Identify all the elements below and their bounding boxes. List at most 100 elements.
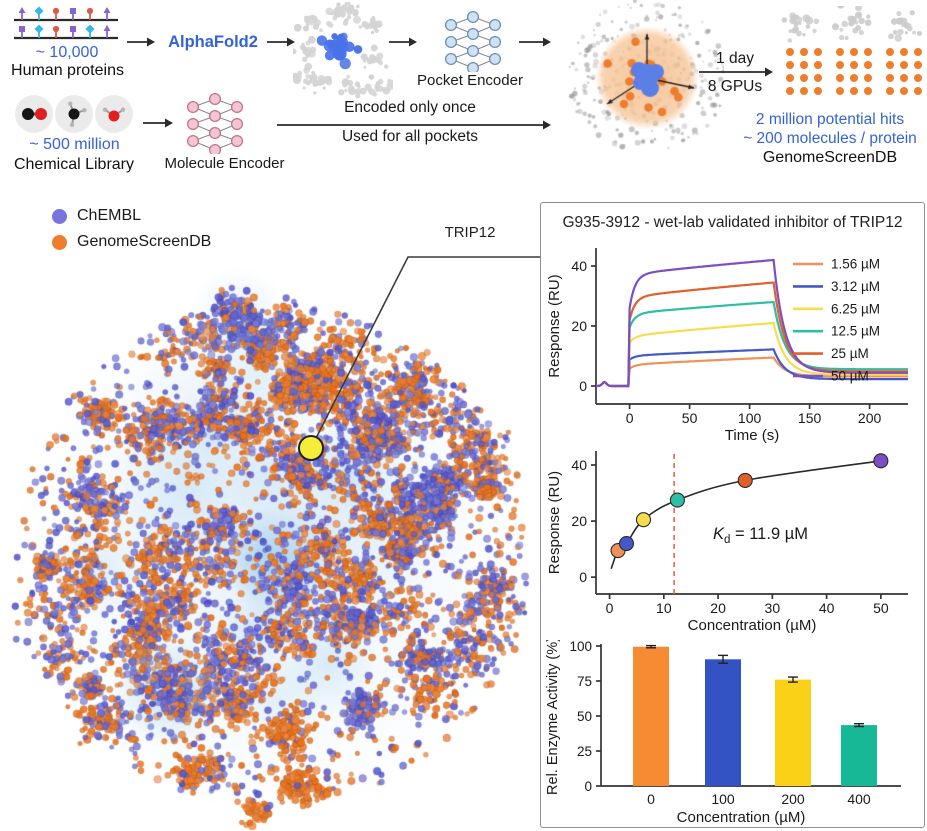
- legend-label: ChEMBL: [77, 207, 142, 224]
- encoded-note-line1: Encoded only once: [344, 99, 476, 116]
- flow-arrow: [389, 37, 417, 47]
- hit-dot-icon: [836, 48, 844, 56]
- enzyme-activity-chart: 0 25 50 75 100 0 100 200 400 Concentration (µM) Re…: [545, 640, 901, 826]
- hit-dot-icon: [886, 61, 894, 69]
- spr-legend-label: 6.25 µM: [831, 301, 880, 316]
- runtime-days: 1 day: [716, 50, 754, 67]
- spr-legend-label: 3.12 µM: [831, 279, 880, 294]
- spr-curve: [596, 281, 908, 388]
- legend-item-chembl: ChEMBL: [52, 203, 211, 229]
- legend-label: GenomeScreenDB: [77, 233, 212, 250]
- svg-text:10: 10: [656, 600, 672, 616]
- encoded-arrow: [277, 120, 551, 130]
- spr-curve: [596, 356, 908, 388]
- hit-dot-icon: [786, 74, 794, 82]
- hit-dot-icon: [914, 48, 922, 56]
- kd-annotation: Kd = 11.9 µM: [713, 525, 808, 546]
- svg-text:20: 20: [571, 318, 587, 334]
- hit-dot-icon: [900, 74, 908, 82]
- spr-sensorgram-chart: 0 50 100 150 200 0 20 40 Time (s) Response (RU) 1.…: [546, 248, 908, 443]
- tsne-legend: ChEMBL GenomeScreenDB: [52, 203, 211, 255]
- hit-dot-icon: [900, 48, 908, 56]
- pocket-encoder-label: Pocket Encoder: [417, 72, 523, 89]
- wetlab-panel: G935-3912 - wet-lab validated inhibitor …: [540, 202, 925, 828]
- legend-item-genomescreendb: GenomeScreenDB: [52, 229, 211, 255]
- hit-dot-icon: [886, 74, 894, 82]
- spr-legend-label: 1.56 µM: [831, 257, 880, 272]
- svg-text:200: 200: [781, 791, 805, 807]
- svg-text:50: 50: [873, 600, 889, 616]
- hit-dot-icon: [814, 74, 822, 82]
- hit-dot-icon: [786, 48, 794, 56]
- svg-text:0: 0: [584, 779, 592, 794]
- trip12-highlight-point: [298, 435, 324, 461]
- svg-text:20: 20: [710, 600, 726, 616]
- activity-bar: [705, 659, 741, 786]
- hit-dot-icon: [914, 61, 922, 69]
- hit-dot-icon: [886, 87, 894, 95]
- tsne-scatter-canvas: [0, 255, 540, 831]
- binding-point: [737, 472, 753, 488]
- svg-text:50: 50: [577, 709, 592, 724]
- chemical-library-label: Chemical Library: [13, 156, 135, 173]
- hit-dot-icon: [814, 87, 822, 95]
- svg-text:200: 200: [858, 410, 882, 426]
- hit-grid: [786, 48, 822, 95]
- flow-arrow: [127, 37, 155, 47]
- hit-dot-icon: [800, 61, 808, 69]
- embedding-space-illustration: [552, 0, 724, 152]
- hit-dot-icon: [900, 87, 908, 95]
- hit-dot-icon: [864, 74, 872, 82]
- trip12-callout-label: TRIP12: [444, 224, 496, 241]
- human-proteins-icon: [14, 6, 118, 40]
- results-molecules: ~ 200 molecules / protein: [743, 130, 917, 147]
- spr-curve: [596, 321, 908, 388]
- molecule-encoder-label: Molecule Encoder: [164, 155, 285, 172]
- svg-text:Concentration (µM): Concentration (µM): [677, 809, 806, 826]
- hit-dot-icon: [836, 74, 844, 82]
- svg-text:25: 25: [577, 744, 592, 759]
- hit-dot-icon: [864, 48, 872, 56]
- svg-text:0: 0: [579, 378, 587, 394]
- hit-grid: [836, 48, 872, 95]
- binding-point: [873, 453, 889, 469]
- hit-dot-icon: [886, 48, 894, 56]
- runtime-gpus: 8 GPUs: [707, 78, 763, 95]
- protein-structures-icon: [293, 2, 393, 99]
- chemical-library-count: ~ 500 million: [29, 136, 120, 153]
- svg-text:Time (s): Time (s): [725, 427, 779, 443]
- encoded-note-line2: Used for all pockets: [341, 128, 479, 145]
- svg-text:100: 100: [569, 640, 592, 654]
- spr-curve: [596, 348, 908, 388]
- svg-text:150: 150: [798, 410, 822, 426]
- svg-text:0: 0: [579, 569, 587, 585]
- svg-text:Rel. Enzyme Activity (%): Rel. Enzyme Activity (%): [545, 640, 561, 795]
- chembl-dot-icon: [52, 208, 67, 224]
- svg-text:75: 75: [577, 674, 592, 689]
- alphafold-label: AlphaFold2: [168, 33, 258, 51]
- hit-dot-icon: [836, 61, 844, 69]
- hit-dot-icon: [800, 87, 808, 95]
- hit-dot-icon: [850, 61, 858, 69]
- hit-dot-icon: [814, 48, 822, 56]
- genomescreendb-dot-icon: [52, 234, 67, 250]
- activity-bar: [841, 725, 877, 786]
- activity-bar: [633, 646, 669, 786]
- protein-thumbnails-icon: [781, 6, 923, 43]
- svg-text:20: 20: [571, 513, 587, 529]
- binding-point: [635, 512, 652, 528]
- svg-text:40: 40: [571, 457, 587, 473]
- svg-text:0: 0: [647, 791, 655, 807]
- runtime-arrow: [699, 67, 773, 77]
- svg-text:Response (RU): Response (RU): [546, 274, 563, 377]
- activity-bar: [775, 679, 811, 786]
- hit-grid: [886, 48, 922, 95]
- hit-dot-icon: [864, 87, 872, 95]
- flow-arrow: [267, 37, 295, 47]
- flow-arrow: [143, 118, 173, 128]
- svg-text:40: 40: [819, 600, 835, 616]
- results-hits: 2 million potential hits: [755, 111, 905, 128]
- svg-text:0: 0: [606, 600, 614, 616]
- spr-curve: [596, 300, 908, 388]
- results-db-label: GenomeScreenDB: [762, 149, 898, 166]
